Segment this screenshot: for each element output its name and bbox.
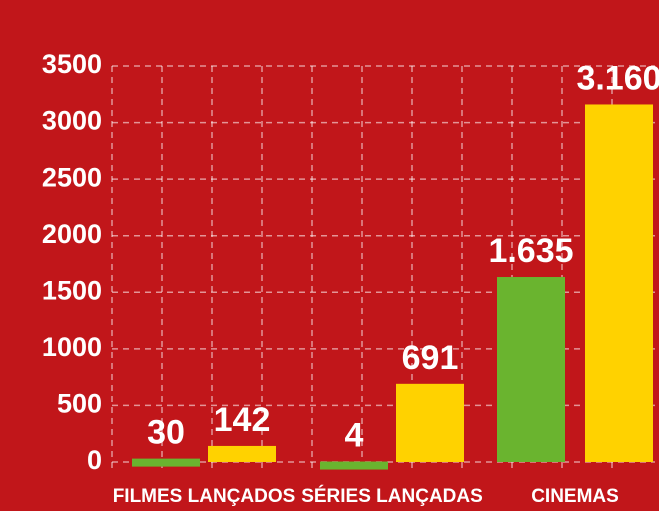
bar	[497, 277, 565, 462]
value-label: 691	[402, 339, 459, 377]
y-tick-label: 1500	[42, 275, 102, 305]
y-tick-label: 3500	[42, 49, 102, 79]
x-tick-label: FILMES LANÇADOS	[113, 486, 296, 507]
y-tick-label: 500	[57, 389, 102, 419]
bar	[132, 458, 200, 467]
bar	[320, 461, 388, 470]
y-tick-label: 2000	[42, 219, 102, 249]
y-tick-label: 2500	[42, 162, 102, 192]
bar	[585, 104, 653, 463]
y-tick-label: 1000	[42, 332, 102, 362]
y-tick-label: 3000	[42, 106, 102, 136]
bar	[396, 383, 464, 462]
x-tick-label: CINEMAS	[531, 486, 619, 507]
value-label: 142	[214, 401, 271, 439]
value-label: 3.160	[576, 59, 659, 97]
y-tick-label: 0	[87, 445, 102, 475]
x-tick-label: SÉRIES LANÇADAS	[301, 485, 483, 507]
value-label: 30	[147, 414, 185, 452]
value-label: 1.635	[488, 232, 573, 270]
bar	[208, 445, 276, 462]
value-label: 4	[345, 417, 364, 455]
